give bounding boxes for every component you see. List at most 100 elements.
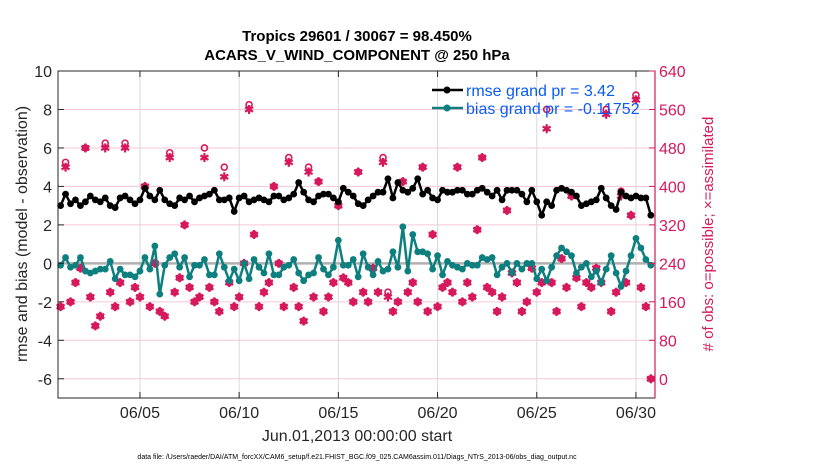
obs-assimilated-marker	[502, 205, 512, 215]
obs-assimilated-marker	[636, 282, 646, 292]
asterisk-core	[355, 169, 361, 175]
bias-point	[458, 265, 466, 273]
legend-rmse-label: rmse grand pr = 3.42	[466, 83, 615, 100]
bias-point	[270, 271, 278, 279]
axis-ticks: 1086420-2-4-664056048040032024016080006/…	[34, 64, 686, 422]
rmse-point	[602, 194, 610, 202]
y-right-tick-label: 400	[659, 179, 686, 196]
obs-assimilated-marker	[65, 297, 76, 307]
obs-assimilated-marker	[234, 292, 244, 302]
asterisk-core	[539, 279, 545, 286]
obs-assimilated-marker	[388, 306, 398, 316]
asterisk-core	[236, 294, 242, 300]
obs-assimilated-marker	[343, 278, 353, 288]
obs-assimilated-marker	[641, 302, 651, 312]
obs-assimilated-marker	[423, 306, 433, 316]
rmse-point	[548, 202, 556, 210]
obs-assimilated-marker	[477, 153, 487, 163]
bias-point	[235, 277, 243, 285]
asterisk-core	[177, 275, 183, 281]
asterisk-core	[186, 284, 193, 290]
rmse-point	[82, 198, 89, 206]
asterisk-core	[221, 174, 227, 180]
asterisk-core	[206, 284, 212, 290]
obs-assimilated-marker	[413, 297, 423, 307]
rmse-point	[468, 190, 476, 198]
obs-assimilated-marker	[418, 162, 428, 172]
y-right-tick-label: 160	[659, 295, 686, 312]
obs-assimilated-marker	[100, 143, 110, 153]
y-right-tick-label: 80	[659, 333, 677, 350]
asterisk-core	[320, 308, 327, 315]
rmse-point	[325, 190, 332, 198]
asterisk-core	[201, 154, 208, 161]
asterisk-core	[137, 294, 143, 300]
bias-point	[543, 277, 551, 285]
obs-assimilated-marker	[552, 306, 562, 316]
y-tick-label: -4	[38, 333, 52, 350]
bias-point	[513, 259, 521, 267]
y-right-tick-label: 320	[659, 218, 686, 235]
bias-point	[359, 250, 367, 258]
bias-point	[642, 256, 650, 263]
asterisk-core	[608, 308, 614, 315]
obs-assimilated-marker	[557, 254, 567, 264]
plot-frame	[57, 70, 656, 399]
bias-point	[568, 252, 575, 260]
asterisk-core	[291, 284, 297, 290]
obs-assimilated-marker	[457, 297, 467, 307]
y-axis-right-label: # of obs: o=possible; ×=assimilated	[700, 117, 717, 352]
asterisk-core	[464, 279, 470, 286]
bias-point	[210, 271, 218, 279]
asterisk-core	[633, 97, 639, 103]
rmse-point	[275, 192, 283, 200]
bias-point	[121, 271, 129, 279]
bias-point	[394, 263, 402, 271]
asterisk-core	[375, 289, 381, 295]
bias-point	[156, 290, 164, 298]
rmse-point	[206, 190, 213, 198]
bias-point	[260, 269, 268, 277]
rmse-point	[210, 186, 218, 194]
asterisk-core	[519, 308, 525, 315]
rmse-point	[573, 192, 580, 200]
obs-assimilated-marker	[358, 287, 368, 297]
asterisk-core	[524, 299, 530, 305]
rmse-point	[285, 194, 293, 202]
asterisk-core	[92, 323, 98, 329]
bias-point	[538, 265, 546, 273]
rmse-point	[384, 175, 392, 183]
x-axis-label: Jun.01,2013 00:00:00 start	[262, 428, 453, 445]
bias-point	[101, 265, 109, 273]
rmse-point	[359, 202, 367, 210]
bias-point	[265, 250, 273, 258]
obs-assimilated-marker	[185, 282, 195, 292]
asterisk-core	[231, 304, 237, 310]
asterisk-core	[266, 279, 272, 286]
chart-title: Tropics 29601 / 30067 = 98.450%	[242, 28, 472, 45]
asterisk-core	[182, 222, 188, 228]
bias-point	[77, 254, 84, 261]
obs-assimilated-marker	[120, 143, 130, 153]
obs-assimilated-marker	[542, 124, 552, 134]
bias-point	[429, 265, 436, 273]
bias-point	[488, 254, 496, 261]
obs-assimilated-marker	[363, 297, 373, 307]
asterisk-core	[578, 304, 585, 310]
asterisk-core	[395, 299, 401, 305]
y-tick-label: 6	[43, 141, 52, 158]
bias-point	[325, 271, 332, 279]
bias-point	[473, 261, 481, 269]
obs-assimilated-marker	[561, 282, 572, 292]
asterisk-core	[330, 279, 336, 286]
rmse-point	[454, 186, 461, 194]
obs-assimilated-marker	[135, 292, 145, 302]
rmse-point	[508, 186, 516, 194]
bias-point	[582, 259, 590, 267]
asterisk-core	[340, 275, 346, 281]
asterisk-core	[410, 279, 416, 286]
rmse-point	[156, 186, 164, 194]
obs-assimilated-marker	[601, 109, 611, 119]
bias-point	[225, 277, 233, 285]
asterisk-core	[643, 304, 649, 310]
